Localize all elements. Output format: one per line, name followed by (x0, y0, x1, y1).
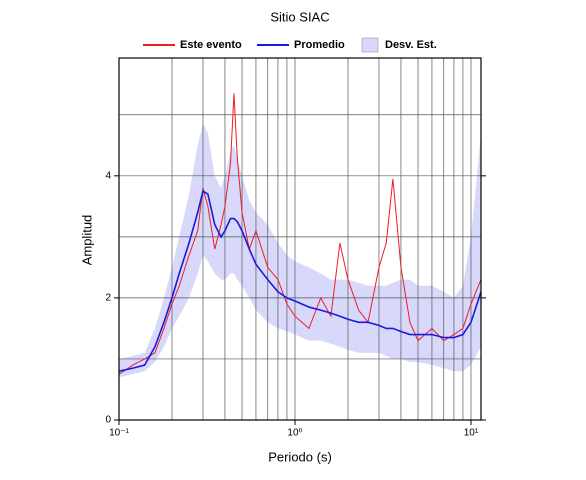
plot-area: 0 2 4 10⁻¹ 10⁰ 10¹ (105, 57, 486, 439)
y-tick-label: 4 (105, 170, 111, 181)
y-tick-label: 2 (105, 293, 111, 304)
series-line (118, 189, 482, 372)
x-tick-label: 10¹ (464, 428, 479, 439)
y-axis-label: Amplitud (79, 215, 94, 266)
legend-label: Este evento (180, 39, 242, 51)
y-tick-label: 0 (105, 415, 111, 426)
x-tick-label: 10⁰ (287, 428, 302, 439)
legend-label: Desv. Est. (385, 39, 437, 51)
plot-frame (118, 57, 482, 421)
legend-label: Promedio (294, 39, 345, 51)
series-line (118, 93, 482, 375)
legend-swatch (361, 37, 379, 53)
chart-title: Sitio SIAC (270, 9, 329, 24)
x-tick-label: 10⁻¹ (109, 428, 129, 439)
x-axis-label: Periodo (s) (268, 449, 332, 464)
std-band (119, 123, 481, 378)
